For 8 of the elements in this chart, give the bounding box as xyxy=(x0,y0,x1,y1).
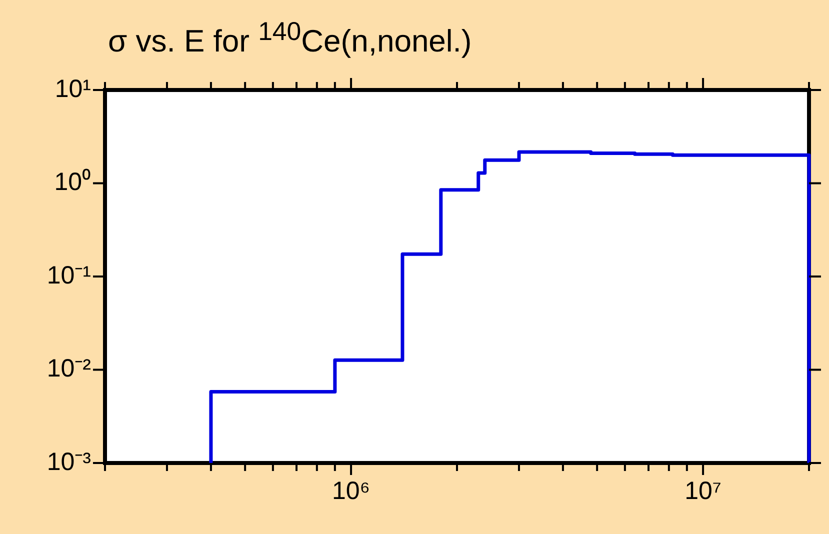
x-tick-label: 10⁶ xyxy=(332,476,370,505)
x-tick-label: 10⁷ xyxy=(684,476,722,505)
y-tick-label: 10⁻¹ xyxy=(46,261,91,290)
y-tick-label: 10⁰ xyxy=(54,168,91,196)
y-tick-label: 10⁻³ xyxy=(46,448,91,476)
y-tick-label: 10¹ xyxy=(54,74,91,103)
chart-title: σ vs. E for $^{140}$Ce(n,nonel.) xyxy=(108,18,472,60)
y-tick-label: 10⁻² xyxy=(46,354,91,383)
